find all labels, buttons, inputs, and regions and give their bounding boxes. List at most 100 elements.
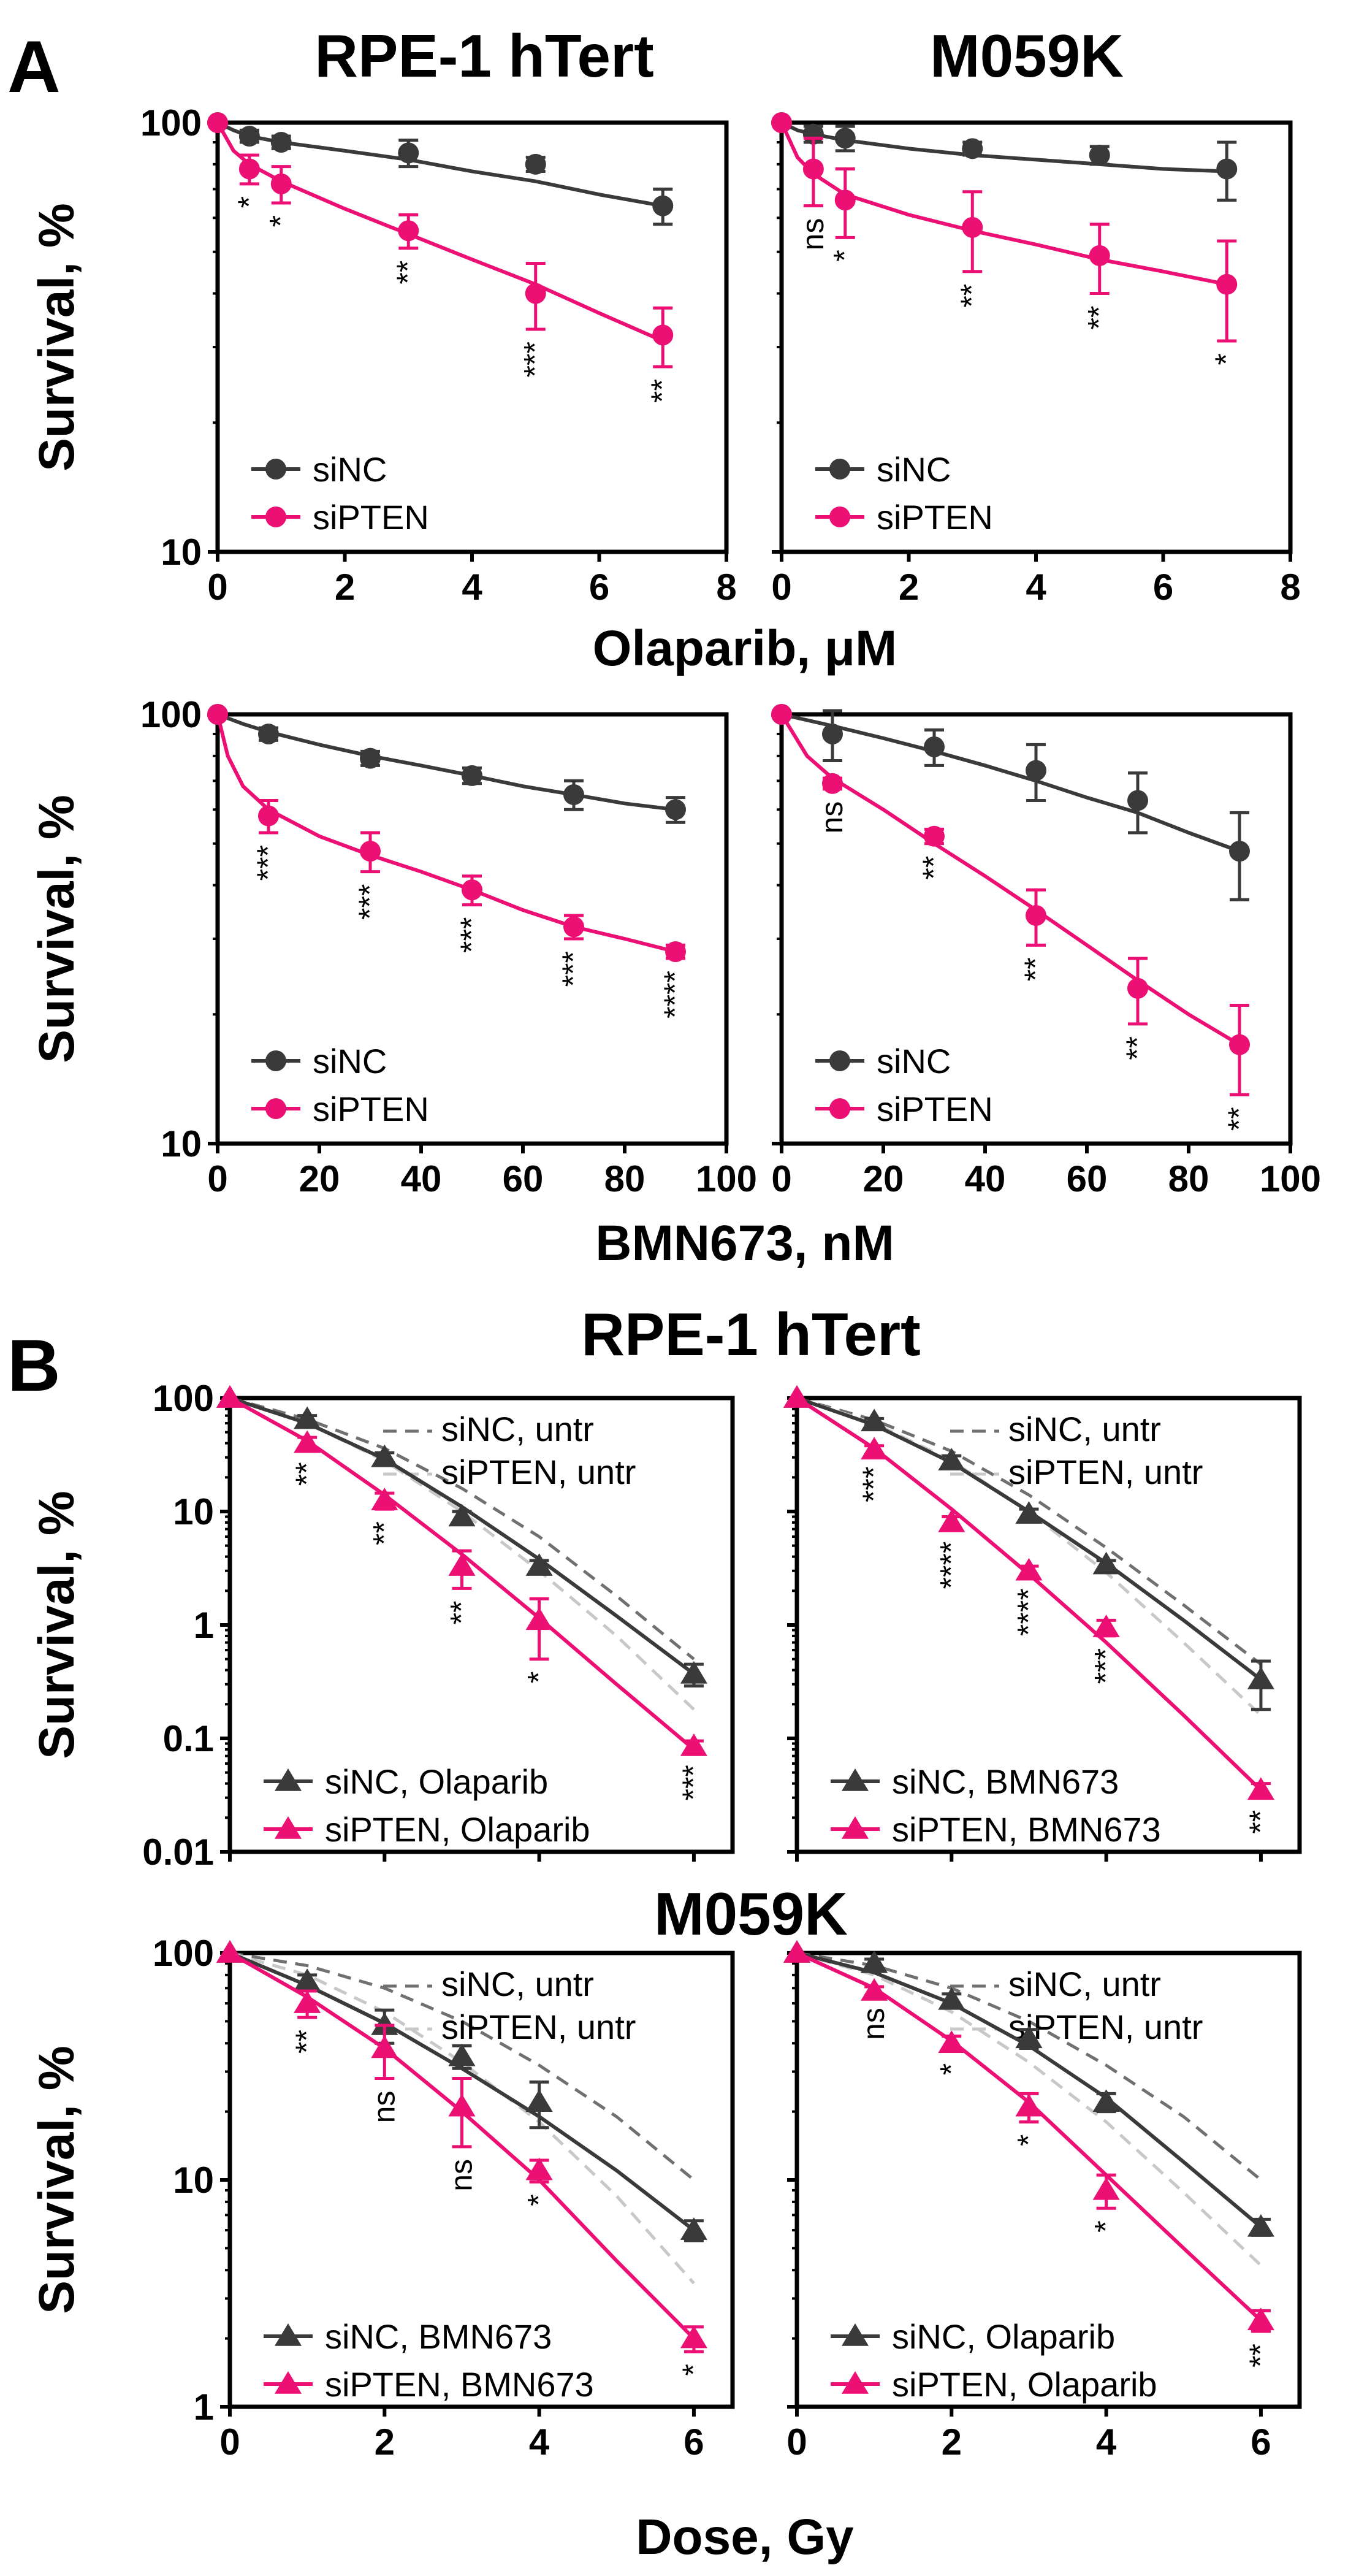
chart-b3: 0 2 4 6 1 10 100 Survival, % siNC, untr siPTEN, u…: [29, 1933, 735, 2463]
xaxis-title-dose: Dose, Gy: [636, 2509, 854, 2565]
data-point: [962, 138, 983, 159]
significance-label: ***: [1089, 1648, 1123, 1684]
significance-label: ****: [934, 1542, 968, 1589]
untreated-curve: [796, 1396, 1262, 1666]
y-axis-title: Survival, %: [29, 795, 85, 1063]
data-point: [525, 1607, 553, 1630]
x-tick-label: 80: [604, 1158, 645, 1199]
significance-label: **: [1018, 957, 1053, 981]
x-tick-label: 40: [401, 1158, 442, 1199]
y-tick-label: 100: [153, 1378, 214, 1419]
x-tick-label: 4: [529, 2421, 550, 2463]
data-point: [398, 220, 419, 242]
legend-marker: [274, 2323, 302, 2346]
x-tick-label: 4: [462, 567, 482, 608]
title-a-left: RPE-1 hTert: [314, 22, 654, 90]
legend-label: siPTEN: [877, 1090, 993, 1128]
data-point: [938, 2030, 965, 2053]
data-point: [1015, 2093, 1043, 2117]
x-tick-label: 4: [1026, 567, 1046, 608]
data-point: [1216, 273, 1238, 295]
x-tick-label: 0: [786, 2421, 807, 2463]
data-point: [1247, 1777, 1274, 1800]
significance-label: ns: [367, 2091, 401, 2123]
untreated-curve: [229, 1951, 695, 2181]
legend-label-untr: siNC, untr: [1008, 1965, 1161, 2003]
data-point: [962, 216, 983, 238]
legend-label: siPTEN: [313, 498, 429, 537]
y-tick-label: 0.1: [163, 1718, 214, 1759]
legend-marker: [829, 1050, 850, 1071]
significance-label: **: [289, 2030, 324, 2054]
x-tick-label: 6: [684, 2421, 704, 2463]
x-tick-label: 100: [1260, 1158, 1321, 1199]
untreated-curve: [229, 1396, 695, 1661]
data-point: [294, 1968, 321, 1991]
panel-label-a: A: [7, 26, 61, 108]
y-tick-label: 100: [153, 1933, 214, 1974]
legend-marker: [841, 1768, 869, 1791]
data-point: [1247, 2214, 1274, 2237]
significance-label: ***: [556, 951, 590, 987]
data-point: [360, 841, 381, 862]
x-tick-label: 6: [589, 567, 609, 608]
x-tick-label: 0: [207, 1158, 227, 1199]
data-point: [861, 1408, 888, 1432]
x-tick-label: 60: [503, 1158, 544, 1199]
data-point: [861, 1978, 888, 2001]
data-point: [294, 1406, 321, 1429]
legend-label-untr: siPTEN, untr: [1008, 2008, 1203, 2046]
y-axis-title: Survival, %: [29, 203, 85, 472]
data-point: [1089, 245, 1110, 266]
y-tick-label: 1: [194, 2387, 214, 2428]
xaxis-title-bmn673: BMN673, nM: [595, 1215, 894, 1271]
legend-label: siNC, BMN673: [325, 2317, 552, 2356]
legend-label: siNC, Olaparib: [892, 2317, 1115, 2356]
data-point: [938, 1987, 965, 2010]
data-point: [371, 2012, 398, 2035]
data-point: [938, 1448, 965, 1471]
data-point: [822, 773, 843, 794]
significance-label: **: [367, 1521, 401, 1545]
y-axis-title: Survival, %: [29, 2046, 85, 2314]
significance-label: *: [676, 2364, 710, 2375]
data-point: [398, 142, 419, 164]
legend-label: siNC: [877, 1042, 951, 1080]
data-point: [1247, 2307, 1274, 2331]
title-b-bottom: M059K: [654, 1880, 848, 1947]
fit-curve: [780, 713, 1241, 1047]
significance-label: *: [1011, 2135, 1045, 2146]
x-tick-label: 8: [716, 567, 736, 608]
x-tick-label: 20: [863, 1158, 904, 1199]
x-tick-label: 0: [771, 567, 791, 608]
significance-label: *: [522, 1672, 556, 1683]
data-point: [1026, 760, 1046, 781]
significance-label: **: [444, 1600, 478, 1624]
data-point: [822, 724, 843, 745]
data-point: [270, 173, 292, 194]
legend-label-untr: siPTEN, untr: [441, 2008, 636, 2046]
data-point: [1127, 790, 1148, 811]
significance-label: ***: [518, 342, 552, 377]
data-point: [371, 2035, 398, 2058]
legend-marker: [829, 459, 850, 480]
data-point: [1092, 2089, 1120, 2112]
data-point: [448, 1553, 476, 1576]
plot-frame: [215, 712, 729, 1146]
legend-marker: [841, 2323, 869, 2346]
significance-label: *: [934, 2063, 968, 2075]
significance-label: ***: [251, 845, 285, 881]
x-tick-label: 6: [1251, 2421, 1271, 2463]
data-point: [924, 825, 945, 847]
legend-label: siPTEN: [313, 1090, 429, 1128]
legend-label: siNC: [313, 1042, 387, 1080]
significance-label: *: [1089, 2220, 1123, 2232]
y-tick-label: 10: [161, 532, 202, 573]
data-point: [1092, 2177, 1120, 2200]
significance-label: **: [1243, 1810, 1278, 1834]
data-point: [1092, 1615, 1120, 1637]
data-point: [1015, 1557, 1043, 1581]
